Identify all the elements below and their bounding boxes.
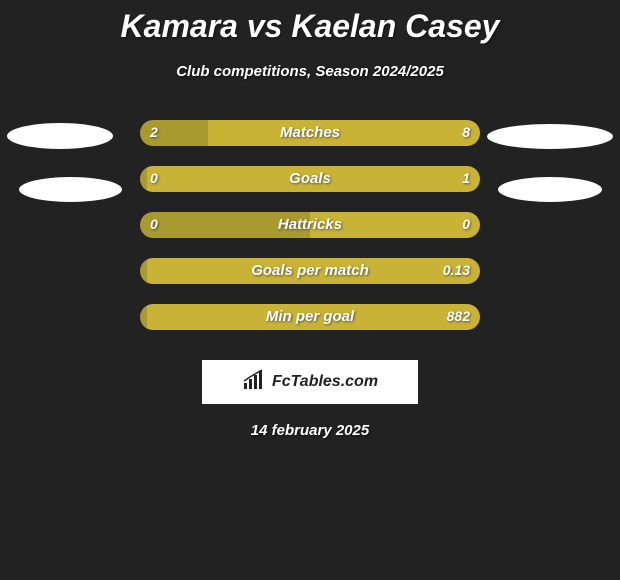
brand-chart-icon xyxy=(242,369,268,396)
comparison-title: Kamara vs Kaelan Casey xyxy=(0,0,620,45)
stat-bar-right xyxy=(147,166,480,192)
stats-container: Matches28 Goals01 Hattricks00 Goals per mat… xyxy=(0,120,620,350)
stat-bar: Matches28 xyxy=(140,120,480,146)
stat-bar-left xyxy=(140,166,147,192)
stat-bar-left xyxy=(140,120,208,146)
stat-bar-right xyxy=(147,304,480,330)
brand-box[interactable]: FcTables.com xyxy=(202,360,418,404)
stat-bar-right xyxy=(208,120,480,146)
stat-bar: Goals per match0.13 xyxy=(140,258,480,284)
brand-text: FcTables.com xyxy=(272,373,378,391)
stat-row: Hattricks00 xyxy=(0,212,620,258)
stat-bar-right xyxy=(147,258,480,284)
stat-bar-left xyxy=(140,304,147,330)
stat-row: Goals01 xyxy=(0,166,620,212)
stat-row: Matches28 xyxy=(0,120,620,166)
stat-bar: Hattricks00 xyxy=(140,212,480,238)
stat-bar: Goals01 xyxy=(140,166,480,192)
stat-row: Goals per match0.13 xyxy=(0,258,620,304)
comparison-subtitle: Club competitions, Season 2024/2025 xyxy=(0,63,620,80)
comparison-date: 14 february 2025 xyxy=(0,422,620,439)
stat-bar: Min per goal882 xyxy=(140,304,480,330)
stat-bar-left xyxy=(140,258,147,284)
stat-bar-left xyxy=(140,212,310,238)
stat-row: Min per goal882 xyxy=(0,304,620,350)
stat-bar-right xyxy=(310,212,480,238)
